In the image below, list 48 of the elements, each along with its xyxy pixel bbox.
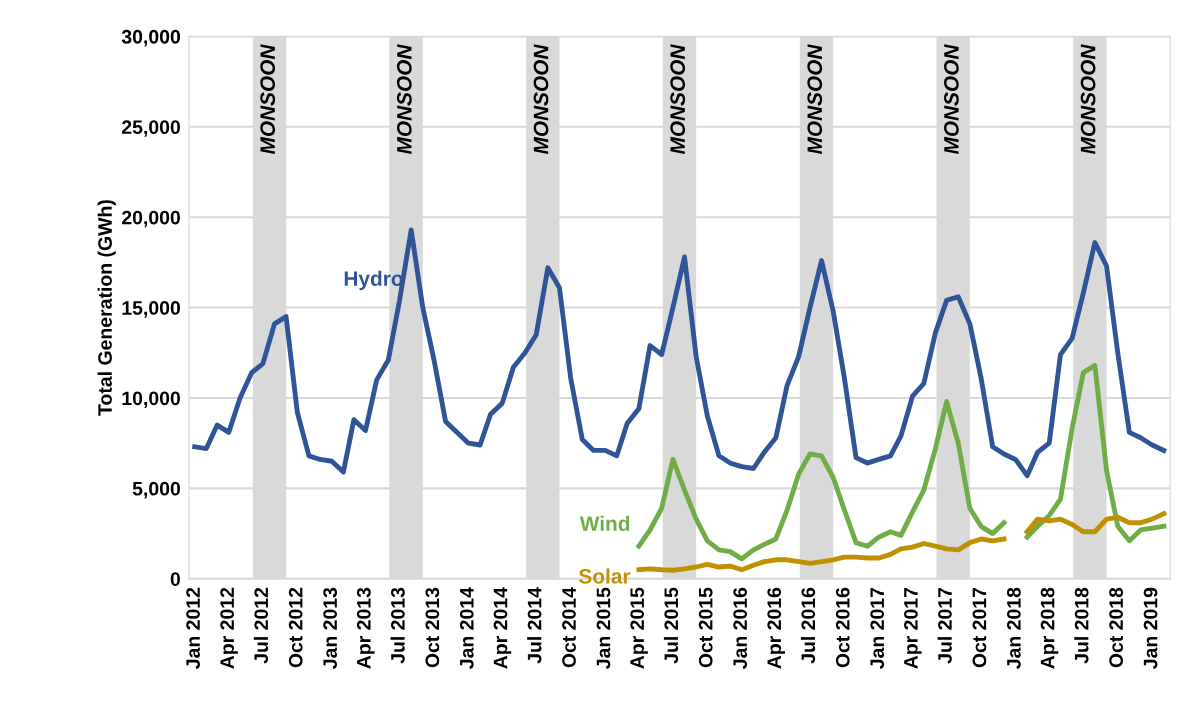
x-tick-label: Apr 2014 xyxy=(493,587,512,669)
x-tick-label: Jul 2014 xyxy=(527,587,542,664)
series-label: Solar xyxy=(579,568,631,584)
x-tick-label: Apr 2012 xyxy=(220,587,238,669)
x-tick-label: Oct 2012 xyxy=(288,587,303,668)
y-tick-label: 5,000 xyxy=(132,481,180,499)
x-tick-label: Jan 2016 xyxy=(733,587,748,669)
y-tick-label: 0 xyxy=(170,572,180,586)
band-label: MONSOON xyxy=(670,44,686,155)
x-tick-label: Jan 2018 xyxy=(1006,587,1021,669)
x-tick-label: Jul 2015 xyxy=(663,587,679,664)
line-series xyxy=(192,227,1167,479)
y-tick-label: 20,000 xyxy=(121,210,180,228)
x-tick-label: Jan 2015 xyxy=(596,587,611,669)
band-label: MONSOON xyxy=(396,44,412,155)
y-tick-label: 15,000 xyxy=(122,301,180,318)
y-tick-label: 30,000 xyxy=(121,29,180,47)
x-tick-label: Oct 2015 xyxy=(698,587,713,668)
x-tick-label: Jan 2014 xyxy=(459,587,474,669)
x-tick-label: Oct 2016 xyxy=(835,587,850,668)
x-tick-label: Oct 2014 xyxy=(562,587,576,668)
band-label: MONSOON xyxy=(944,44,959,155)
x-tick-label: Jul 2017 xyxy=(937,587,952,664)
band-label: MONSOON xyxy=(533,44,549,155)
x-tick-label: Oct 2017 xyxy=(972,587,987,668)
x-tick-label: Oct 2013 xyxy=(425,587,440,668)
x-tick-label: Apr 2016 xyxy=(767,587,785,669)
x-tick-label: Jul 2012 xyxy=(253,587,269,664)
x-tick-label: Jan 2019 xyxy=(1143,587,1158,669)
y-tick-label: 25,000 xyxy=(121,120,180,137)
y-axis-title: Total Generation (GWh) xyxy=(97,200,116,416)
x-tick-label: Apr 2017 xyxy=(904,587,922,669)
x-tick-label: Jul 2013 xyxy=(390,587,405,664)
series-label: Wind xyxy=(579,515,630,531)
x-tick-label: Jan 2012 xyxy=(186,587,200,669)
x-tick-label: Jan 2017 xyxy=(870,587,885,669)
x-tick-label: Jul 2018 xyxy=(1074,587,1089,664)
x-tick-label: Apr 2018 xyxy=(1040,587,1059,669)
y-tick-label: 10,000 xyxy=(122,391,180,409)
x-tick-label: Apr 2015 xyxy=(630,587,648,669)
x-tick-label: Jul 2016 xyxy=(800,587,816,664)
x-tick-label: Oct 2018 xyxy=(1109,587,1123,668)
x-tick-label: Apr 2013 xyxy=(356,587,375,669)
series-label: Hydro xyxy=(344,270,403,291)
band-label: MONSOON xyxy=(807,44,823,155)
band-label: MONSOON xyxy=(260,44,276,155)
x-tick-label: Jan 2013 xyxy=(323,587,338,669)
band-label: MONSOON xyxy=(1080,44,1096,155)
